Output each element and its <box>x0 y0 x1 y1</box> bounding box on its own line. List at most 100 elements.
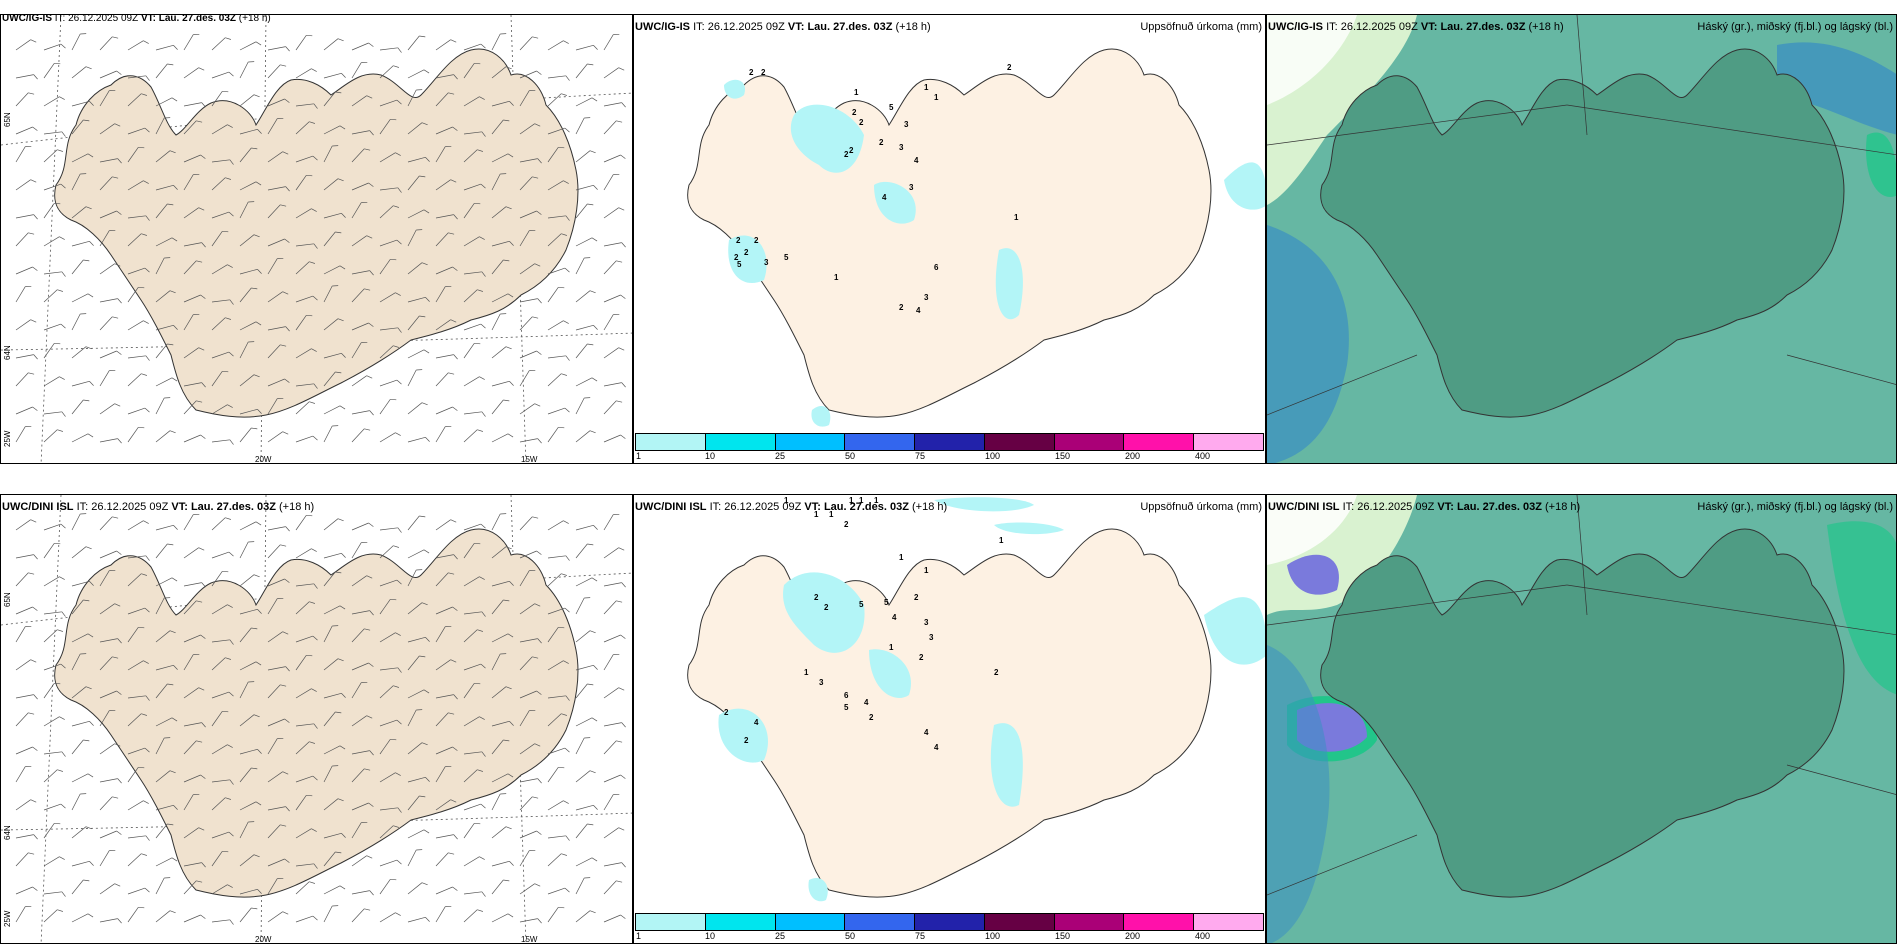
wind-barb-flag <box>337 518 344 522</box>
wind-barb <box>71 739 84 755</box>
wind-barb-flag <box>312 635 318 641</box>
wind-barb <box>295 795 307 811</box>
wind-barb-flag <box>169 150 176 154</box>
precip-value-label: 2 <box>761 68 766 77</box>
wind-barb <box>15 906 26 923</box>
wind-barb <box>435 74 454 79</box>
wind-barb <box>43 543 55 559</box>
precip-value-label: 1 <box>804 668 809 677</box>
wind-barb-flag <box>85 826 92 830</box>
wind-barb-flag <box>561 713 568 716</box>
wind-barb-flag <box>227 404 233 408</box>
legend-tick: 10 <box>705 931 716 941</box>
wind-barb <box>71 259 84 275</box>
wind-barb <box>267 98 285 107</box>
wind-barb <box>99 883 115 895</box>
wind-barb-flag <box>60 183 66 189</box>
wind-barb <box>155 397 165 415</box>
wind-barb <box>295 915 314 923</box>
wind-barb <box>519 883 535 895</box>
precip-value-label: 3 <box>904 120 909 129</box>
wind-barb <box>239 821 249 839</box>
wind-barb-flag <box>452 746 458 751</box>
wind-barb <box>211 517 226 531</box>
wind-barb-flag <box>280 64 287 67</box>
wind-barb <box>491 380 510 387</box>
wind-barb <box>351 270 370 275</box>
wind-barb-flag <box>89 241 94 246</box>
wind-barb <box>127 853 142 867</box>
precip-value-label: 1 <box>849 496 854 505</box>
wind-barb <box>351 235 367 247</box>
wind-barb-flag <box>54 202 61 205</box>
wind-barb-flag <box>364 628 371 631</box>
wind-barb <box>575 430 591 443</box>
wind-barb <box>99 710 110 727</box>
wind-barb <box>71 860 90 867</box>
wind-barb <box>155 804 174 811</box>
wind-barb-flag <box>284 578 290 583</box>
wind-barb <box>239 907 252 923</box>
wind-barb <box>435 554 454 559</box>
wind-barb-flag <box>59 576 65 580</box>
wind-barb <box>323 371 336 387</box>
wind-barb <box>603 67 619 79</box>
wind-barb <box>575 804 594 811</box>
wind-barb-flag <box>419 655 426 658</box>
wind-barb <box>575 770 591 783</box>
wind-barb <box>547 40 564 51</box>
wind-barb-flag <box>616 120 623 123</box>
wind-barb <box>435 354 454 359</box>
wind-barb <box>71 240 90 247</box>
wind-barb-flag <box>89 721 94 726</box>
wind-barb-flag <box>341 693 346 698</box>
wind-barb-flag <box>87 773 94 778</box>
wind-barb-flag <box>255 661 262 666</box>
wind-barb <box>351 322 369 331</box>
wind-barb-flag <box>253 714 260 718</box>
wind-barb <box>239 341 249 359</box>
wind-barb <box>71 100 90 107</box>
legend-swatch <box>1194 914 1264 930</box>
wind-barb <box>15 319 31 331</box>
wind-barb <box>407 296 426 303</box>
wind-barb <box>43 576 60 587</box>
wind-barb <box>323 571 336 587</box>
wind-barb <box>323 518 339 531</box>
wind-barb <box>155 717 173 727</box>
wind-barb-flag <box>591 717 598 722</box>
wind-barb <box>15 712 29 727</box>
wind-barb-flag <box>116 210 122 215</box>
wind-barb-flag <box>368 322 374 327</box>
wind-barb-flag <box>369 750 374 756</box>
wind-barb-flag <box>285 326 290 332</box>
wind-barb <box>603 514 614 531</box>
wind-barb <box>99 210 117 219</box>
wind-barb <box>295 548 312 559</box>
wind-barb <box>463 271 482 275</box>
wind-barb-flag <box>507 633 514 638</box>
precip-value-label: 2 <box>919 653 924 662</box>
wind-barb-flag <box>423 829 430 834</box>
wind-barb-flag <box>54 542 61 545</box>
wind-barb <box>99 123 115 135</box>
precip-value-label: 5 <box>784 253 789 262</box>
wind-barb-flag <box>171 377 178 382</box>
wind-barb <box>183 600 197 615</box>
wind-barb <box>211 551 230 559</box>
wind-barb <box>211 91 223 107</box>
wind-barb <box>407 89 417 107</box>
wind-barb-flag <box>60 43 66 49</box>
wind-barb-flag <box>61 751 66 757</box>
wind-barb-flag <box>537 438 542 444</box>
wind-barb <box>379 825 394 839</box>
wind-barb-flag <box>227 124 233 128</box>
wind-barb-flag <box>421 882 428 886</box>
wind-barb-flag <box>59 96 65 100</box>
wind-barb-flag <box>85 546 92 550</box>
wind-barb <box>99 403 115 415</box>
wind-barb <box>435 746 453 755</box>
wind-barb-flag <box>200 294 206 299</box>
wind-barb <box>155 63 168 79</box>
wind-barb-flag <box>167 823 174 826</box>
